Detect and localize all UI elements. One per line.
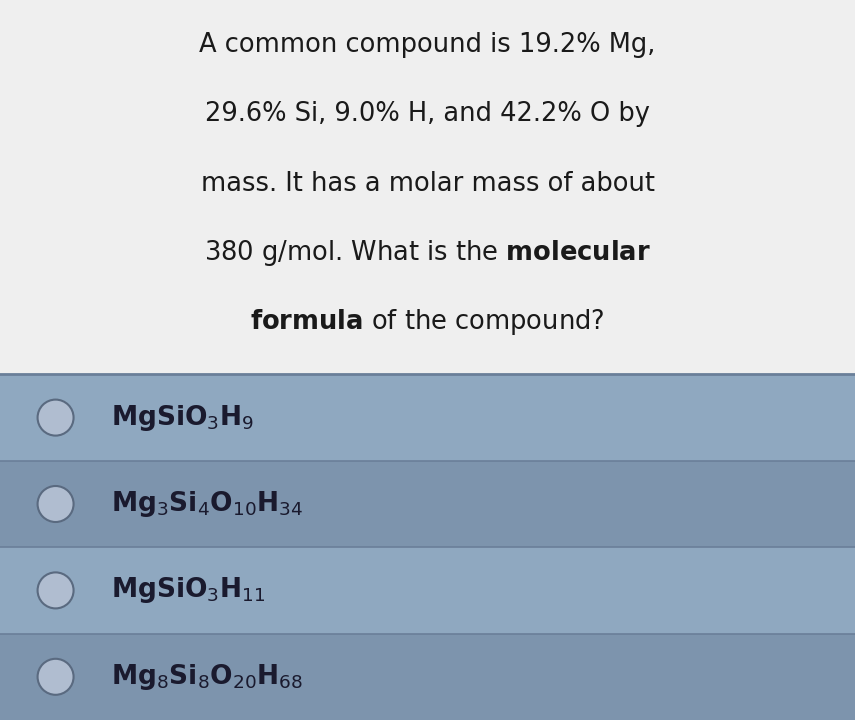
Text: 29.6% Si, 9.0% H, and 42.2% O by: 29.6% Si, 9.0% H, and 42.2% O by: [205, 102, 650, 127]
Text: MgSiO$_{3}$H$_{11}$: MgSiO$_{3}$H$_{11}$: [111, 575, 266, 606]
FancyBboxPatch shape: [0, 461, 855, 547]
FancyBboxPatch shape: [0, 547, 855, 634]
Ellipse shape: [38, 572, 74, 608]
Text: Mg$_{3}$Si$_{4}$O$_{10}$H$_{34}$: Mg$_{3}$Si$_{4}$O$_{10}$H$_{34}$: [111, 489, 304, 519]
Ellipse shape: [38, 400, 74, 436]
FancyBboxPatch shape: [0, 374, 855, 461]
Ellipse shape: [38, 659, 74, 695]
Text: Mg$_{8}$Si$_{8}$O$_{20}$H$_{68}$: Mg$_{8}$Si$_{8}$O$_{20}$H$_{68}$: [111, 662, 304, 692]
Text: MgSiO$_{3}$H$_{9}$: MgSiO$_{3}$H$_{9}$: [111, 402, 254, 433]
FancyBboxPatch shape: [0, 0, 855, 374]
Ellipse shape: [38, 486, 74, 522]
FancyBboxPatch shape: [0, 634, 855, 720]
Text: A common compound is 19.2% Mg,: A common compound is 19.2% Mg,: [199, 32, 656, 58]
Text: 380 g/mol. What is the $\mathbf{molecular}$: 380 g/mol. What is the $\mathbf{molecula…: [204, 238, 651, 268]
Text: mass. It has a molar mass of about: mass. It has a molar mass of about: [201, 171, 654, 197]
Text: $\mathbf{formula}$ of the compound?: $\mathbf{formula}$ of the compound?: [251, 307, 604, 337]
